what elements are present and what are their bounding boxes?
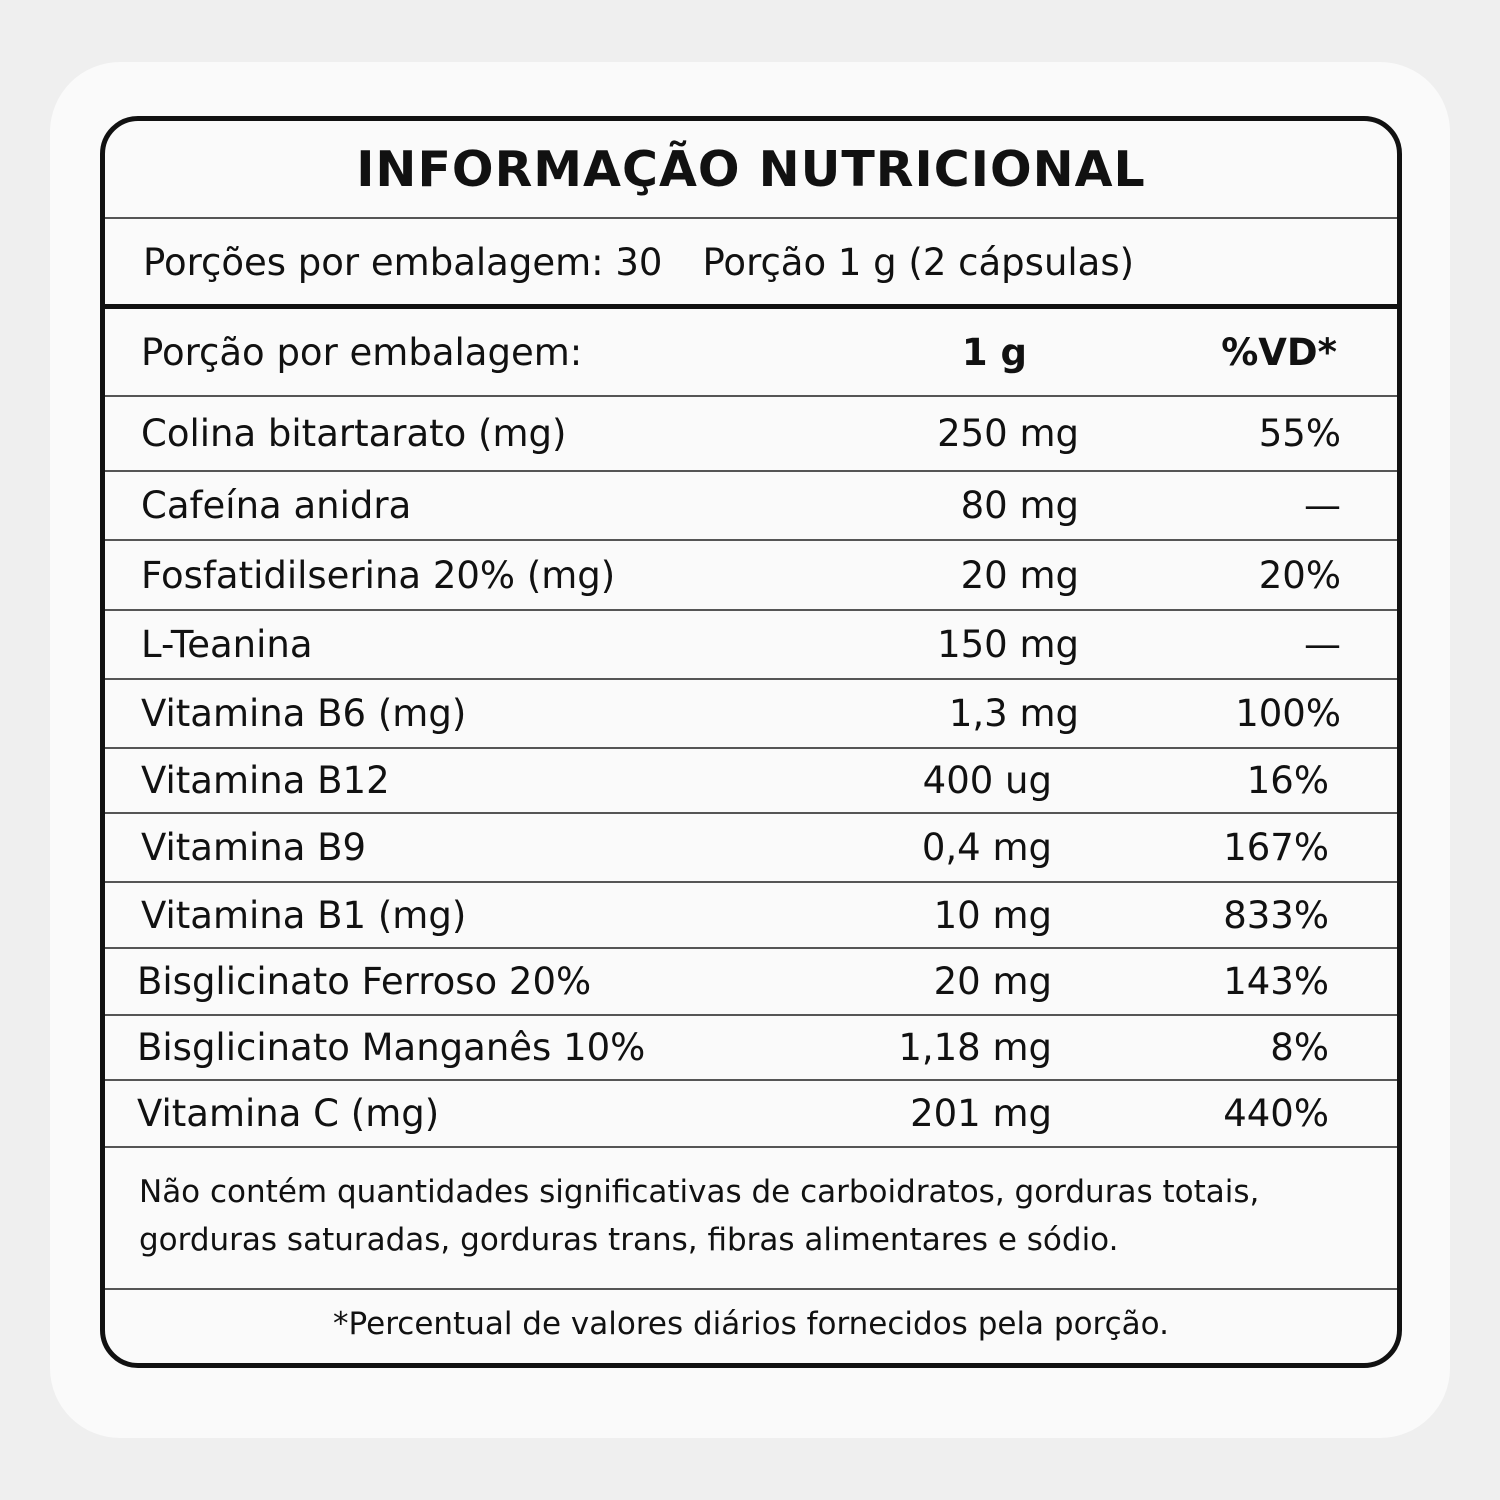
nutrient-amount: 80 mg [960, 484, 1079, 527]
table-row: Vitamina B1 (mg) 10 mg 833% [105, 883, 1397, 949]
table-row: Cafeína anidra 80 mg — [105, 472, 1397, 541]
nutrient-amount: 201 mg [910, 1092, 1052, 1135]
header-amount: 1 g [961, 330, 1027, 374]
column-header-row: Porção por embalagem: 1 g %VD* [105, 309, 1397, 397]
nutrient-vd: 55% [1258, 412, 1341, 455]
header-label: Porção por embalagem: [141, 330, 583, 374]
nutrient-amount: 10 mg [933, 893, 1052, 937]
table-row: Vitamina B6 (mg) 1,3 mg 100% [105, 680, 1397, 749]
table-row: Bisglicinato Ferroso 20% 20 mg 143% [105, 949, 1397, 1016]
nutrient-amount: 250 mg [937, 412, 1079, 455]
nutrient-vd: 143% [1223, 960, 1329, 1003]
nutrient-name: L-Teanina [141, 623, 313, 666]
portion-size: Porção 1 g (2 cápsulas) [702, 241, 1135, 284]
table-title: INFORMAÇÃO NUTRICIONAL [105, 121, 1397, 219]
servings-per-package: Porções por embalagem: 30 [143, 241, 663, 284]
nutrient-vd: 8% [1270, 1026, 1329, 1069]
nutrient-vd: — [1304, 484, 1341, 527]
nutrient-name: Vitamina B9 [141, 826, 367, 869]
nutrient-amount: 150 mg [937, 623, 1079, 666]
nutrient-amount: 20 mg [960, 553, 1079, 597]
nutrient-amount: 400 ug [922, 759, 1052, 802]
nutrient-amount: 1,3 mg [948, 692, 1079, 735]
nutrient-name: Bisglicinato Manganês 10% [137, 1026, 646, 1069]
nutrient-vd: 440% [1223, 1092, 1329, 1135]
nutrient-name: Vitamina C (mg) [137, 1092, 440, 1135]
nutrient-name: Bisglicinato Ferroso 20% [137, 960, 592, 1003]
header-vd: %VD* [1221, 330, 1337, 374]
table-row: Fosfatidilserina 20% (mg) 20 mg 20% [105, 541, 1397, 611]
table-row: L-Teanina 150 mg — [105, 611, 1397, 680]
nutrient-name: Cafeína anidra [141, 484, 412, 527]
nutrient-amount: 0,4 mg [921, 826, 1052, 869]
nutrient-vd: 100% [1235, 692, 1341, 735]
table-row: Vitamina C (mg) 201 mg 440% [105, 1081, 1397, 1148]
nutrient-vd: 167% [1223, 826, 1329, 869]
nutrient-vd: 833% [1223, 893, 1329, 937]
table-row: Bisglicinato Manganês 10% 1,18 mg 8% [105, 1016, 1397, 1081]
table-row: Vitamina B12 400 ug 16% [105, 749, 1397, 814]
servings-row: Porções por embalagem: 30 Porção 1 g (2 c… [105, 219, 1397, 309]
table-row: Vitamina B9 0,4 mg 167% [105, 814, 1397, 883]
nutrient-name: Vitamina B6 (mg) [141, 692, 467, 735]
footnote: *Percentual de valores diários fornecido… [333, 1306, 1169, 1342]
nutrition-table: INFORMAÇÃO NUTRICIONAL Porções por embal… [100, 116, 1402, 1368]
nutrient-name: Fosfatidilserina 20% (mg) [141, 553, 616, 597]
nutrient-name: Vitamina B1 (mg) [141, 893, 467, 937]
disclaimer-note: Não contém quantidades significativas de… [105, 1148, 1397, 1290]
nutrient-name: Colina bitartarato (mg) [141, 412, 567, 455]
nutrient-amount: 20 mg [933, 960, 1052, 1003]
nutrient-name: Vitamina B12 [141, 759, 390, 802]
nutrient-amount: 1,18 mg [898, 1026, 1052, 1069]
nutrient-vd: — [1304, 623, 1341, 666]
table-row: Colina bitartarato (mg) 250 mg 55% [105, 397, 1397, 472]
nutrient-vd: 20% [1258, 553, 1341, 597]
nutrient-vd: 16% [1246, 759, 1329, 802]
